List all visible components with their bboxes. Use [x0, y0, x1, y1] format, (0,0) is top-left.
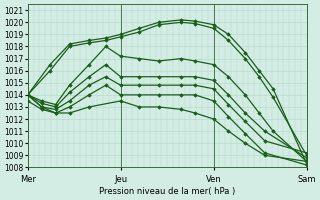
X-axis label: Pression niveau de la mer( hPa ): Pression niveau de la mer( hPa ) [99, 187, 235, 196]
